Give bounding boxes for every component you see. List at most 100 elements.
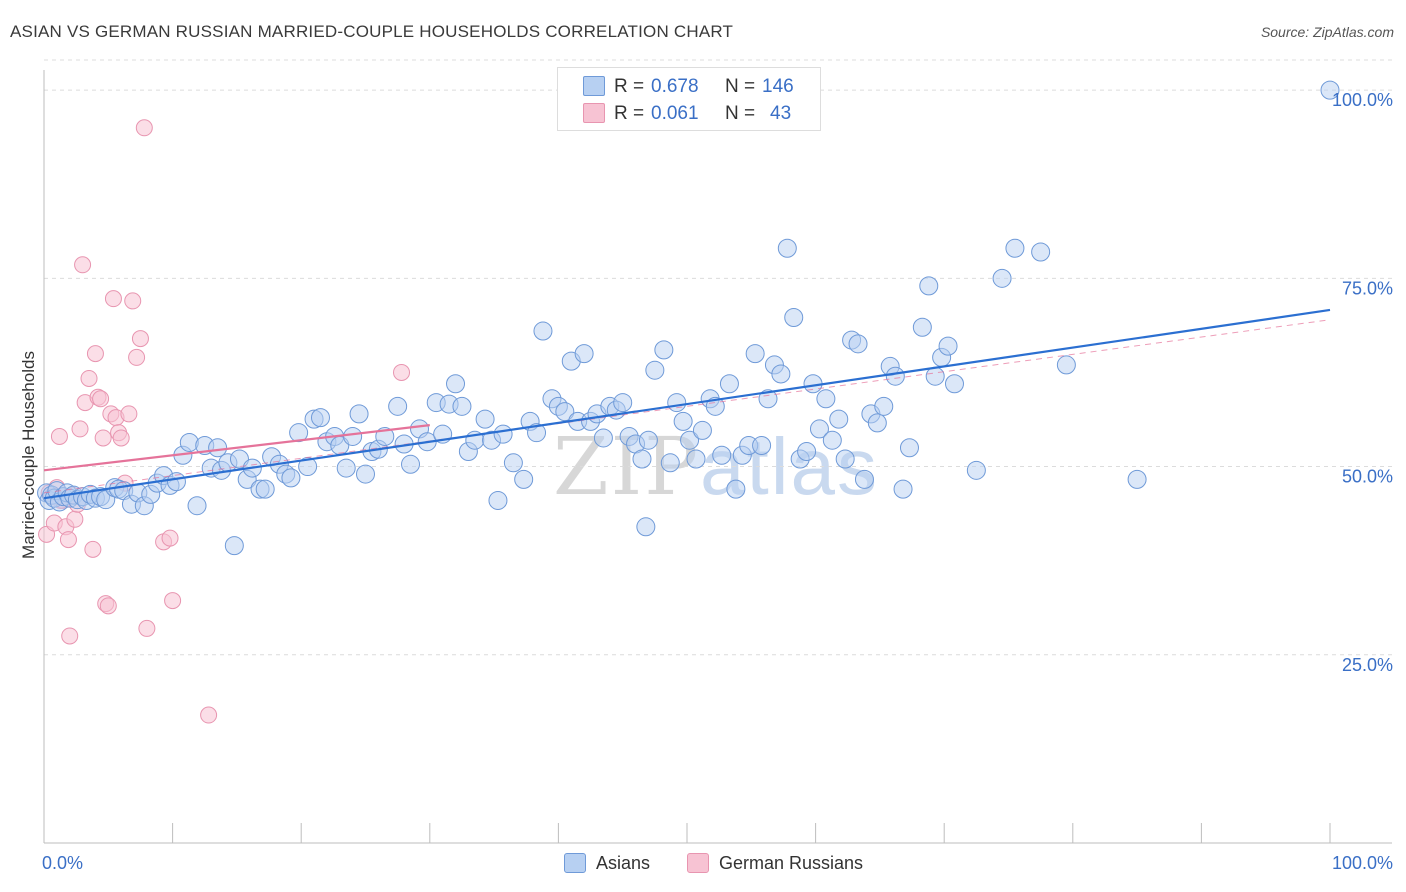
asians-point <box>401 454 421 474</box>
asians-point <box>349 404 369 424</box>
german-russians-point <box>200 706 218 724</box>
german-russians-point <box>84 540 102 558</box>
x-tick-label: 0.0% <box>42 853 83 873</box>
asians-points <box>37 80 1340 556</box>
asians-point <box>187 496 207 516</box>
legend-n-label: N = <box>725 76 756 97</box>
asians-point <box>692 420 712 440</box>
asians-point <box>1031 242 1051 262</box>
legend-n-value: 146 <box>762 76 794 97</box>
asians-point <box>638 430 658 450</box>
asians-point <box>514 469 534 489</box>
asians-point <box>680 430 700 450</box>
asians-point <box>255 479 275 499</box>
asians-point <box>229 449 249 469</box>
german-russians-point <box>66 510 84 528</box>
asians-point <box>310 408 330 428</box>
asians-point <box>771 364 791 384</box>
legend-r-label: R = <box>614 76 645 97</box>
asians-point <box>899 438 919 458</box>
asians-point <box>574 344 594 364</box>
asians-point <box>488 490 508 510</box>
asians-point <box>660 453 680 473</box>
german-russians-swatch <box>583 103 605 123</box>
german-russians-point <box>164 592 182 610</box>
legend-n-value: 43 <box>770 103 792 124</box>
german-russians-trend-extension <box>43 319 1331 494</box>
asians-point <box>854 469 874 489</box>
asians-point <box>1056 355 1076 375</box>
asians-point <box>632 449 652 469</box>
legend-n-label: N = <box>725 103 756 124</box>
asians-point <box>673 411 693 431</box>
asians-point <box>336 458 356 478</box>
german-russians-point <box>74 256 92 274</box>
asians-point <box>944 374 964 394</box>
asians-point <box>848 334 868 354</box>
legend-r-value: 0.678 <box>651 76 699 97</box>
y-tick-label: 25.0% <box>1342 655 1393 675</box>
asians-point <box>719 374 739 394</box>
asians-point <box>797 442 817 461</box>
asians-point <box>593 428 613 448</box>
legend-r-value: 0.061 <box>651 103 699 124</box>
asians-point <box>809 419 829 439</box>
asians-point <box>925 366 945 386</box>
asians-point <box>356 464 375 484</box>
asians-point <box>645 360 665 380</box>
chart-title: ASIAN VS GERMAN RUSSIAN MARRIED-COUPLE H… <box>10 22 734 41</box>
asians-point <box>281 468 301 488</box>
asians-point <box>758 389 778 409</box>
german-russians-point <box>104 290 122 308</box>
german-russians-point <box>61 627 79 645</box>
series-legend: Asians German Russians <box>0 850 1406 880</box>
x-tick-label: 100.0% <box>1332 853 1393 873</box>
asians-point <box>867 413 887 433</box>
asians-point <box>919 276 939 296</box>
source-credit: Source: ZipAtlas.com <box>1260 24 1394 40</box>
grid-lines <box>44 59 1392 656</box>
german-russians-point <box>128 348 146 366</box>
german-russians-point <box>124 292 142 310</box>
asians-point <box>208 438 228 458</box>
axes <box>43 70 1392 844</box>
trend-lines <box>43 308 1331 500</box>
asians-point <box>966 460 986 480</box>
asians-point <box>784 307 804 327</box>
legend-r-label: R = <box>614 103 645 124</box>
y-axis-title: Married-couple Households <box>19 351 38 559</box>
asians-point <box>686 449 706 469</box>
asians-point <box>745 344 765 364</box>
german-russians-legend-label: German Russians <box>719 853 864 873</box>
asians-point <box>179 432 199 452</box>
asians-legend-label: Asians <box>596 853 651 873</box>
asians-point <box>893 479 913 499</box>
asians-point <box>555 402 575 422</box>
german-russians-point <box>138 619 156 637</box>
german-russians-point <box>131 330 149 348</box>
asians-point <box>527 423 547 443</box>
german-russians-point <box>92 390 110 408</box>
german-russians-point <box>99 597 117 615</box>
asians-point <box>726 479 746 499</box>
asians-point <box>822 430 842 450</box>
asians-point <box>343 426 363 446</box>
asians-point <box>475 409 495 429</box>
asians-point <box>613 393 633 413</box>
german-russians-point <box>393 363 411 381</box>
asians-point <box>1005 238 1025 258</box>
asians-legend-swatch <box>564 853 586 873</box>
asians-point <box>636 517 656 537</box>
asians-point <box>388 396 408 416</box>
correlation-legend: R = 0.678 N = 146 R = 0.061 N = 43 <box>557 67 821 131</box>
asians-point <box>1320 80 1340 100</box>
german-russians-point <box>71 420 89 438</box>
asians-point <box>938 336 958 356</box>
asians-point <box>446 374 466 394</box>
asians-point <box>705 396 725 416</box>
asians-point <box>712 445 732 465</box>
asians-point <box>835 449 855 469</box>
german-russians-points <box>38 119 411 724</box>
y-tick-label: 75.0% <box>1342 278 1393 298</box>
